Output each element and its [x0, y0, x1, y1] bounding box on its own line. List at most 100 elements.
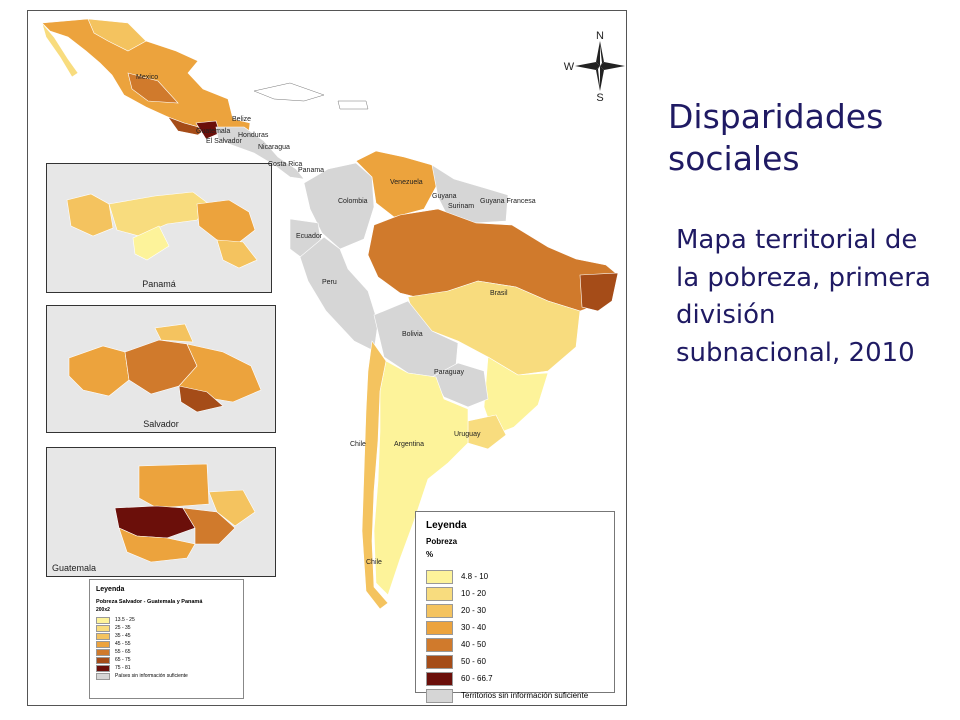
label-surinam: Surinam: [448, 203, 475, 210]
legend-small-label: 55 - 65: [115, 649, 131, 655]
legend-small-swatch: [96, 648, 110, 656]
hispaniola: [337, 100, 369, 110]
legend-small-title: Leyenda: [96, 586, 125, 593]
salvador-east: [178, 343, 262, 403]
legend-small-swatch: [96, 640, 110, 648]
compass-n: N: [596, 30, 604, 42]
panama-east: [196, 199, 256, 245]
label-guyana: Guyana: [432, 193, 457, 200]
legend-main-label: 4.8 - 10: [461, 572, 489, 581]
legend-small-label: 75 - 81: [115, 665, 131, 671]
legend-main-swatch: [426, 603, 453, 618]
label-uruguay: Uruguay: [454, 431, 481, 438]
inset-panama-label: Panamá: [142, 279, 176, 289]
main-map: [41, 18, 619, 610]
legend-small-item: 13.5 - 25: [96, 616, 188, 624]
label-belize: Belize: [232, 116, 252, 123]
panama-south: [132, 225, 170, 261]
legend-small-label: 35 - 45: [115, 633, 131, 639]
mexico-central: [127, 72, 179, 104]
baja-california: [41, 22, 79, 78]
legend-main-item: Territorios sin información suficiente: [426, 687, 588, 704]
compass-s: S: [596, 92, 603, 103]
legend-main-label: Territorios sin información suficiente: [461, 691, 589, 700]
label-chile: Chile: [350, 441, 366, 448]
legend-small-item: Países sin información suficiente: [96, 672, 188, 680]
chile-region: [361, 340, 389, 610]
legend-main-label: 60 - 66.7: [461, 674, 493, 683]
legend-main-swatch: [426, 654, 453, 669]
label-brasil: Brasil: [490, 290, 508, 297]
mexico-north: [87, 18, 147, 52]
legend-small-swatch: [96, 616, 110, 624]
guyanas-region: [431, 164, 509, 224]
guatemala-south: [118, 527, 196, 563]
legend-small-label: Países sin información suficiente: [115, 673, 188, 679]
legend-main-swatch: [426, 637, 453, 652]
argentina-region: [373, 360, 469, 596]
legend-main-label: 40 - 50: [461, 640, 486, 649]
legend-main-item: 30 - 40: [426, 619, 588, 636]
legend-main-swatch: [426, 620, 453, 635]
inset-panama-map: [66, 191, 258, 269]
legend-main-swatch: [426, 586, 453, 601]
compass-w: W: [564, 61, 575, 73]
inset-salvador-label: Salvador: [143, 419, 179, 429]
label-guyana-francesa: Guyana Francesa: [480, 198, 536, 205]
legend-main-item: 50 - 60: [426, 653, 588, 670]
compass-rose-icon: N S W E: [564, 30, 625, 103]
page-subtitle: Mapa territorial de la pobreza, primera …: [676, 225, 931, 368]
label-honduras: Honduras: [238, 132, 269, 139]
inset-salvador: Salvador: [46, 305, 276, 433]
inset-guatemala-label: Guatemala: [52, 563, 97, 573]
salvador-south: [178, 385, 224, 413]
brazil-northeast: [579, 272, 619, 312]
label-venezuela: Venezuela: [390, 179, 423, 186]
legend-main-swatch: [426, 688, 453, 703]
label-panama: Panama: [298, 167, 325, 174]
legend-small-label: 13.5 - 25: [115, 617, 135, 623]
legend-small-swatch: [96, 664, 110, 672]
peru-region: [299, 236, 379, 352]
legend-main-label: 30 - 40: [461, 623, 486, 632]
label-nicaragua: Nicaragua: [258, 144, 290, 151]
inset-guatemala: Guatemala: [46, 447, 276, 577]
legend-main-label: 10 - 20: [461, 589, 486, 598]
legend-small-label: 25 - 35: [115, 625, 131, 631]
label-paraguay: Paraguay: [434, 369, 464, 376]
legend-main-unit: %: [426, 550, 434, 559]
legend-main-label: 50 - 60: [461, 657, 486, 666]
legend-main-label: 20 - 30: [461, 606, 486, 615]
map-frame: Panamá Salvador Guatemala Mexico Belize …: [27, 10, 627, 706]
salvador-north: [154, 323, 194, 343]
label-colombia: Colombia: [338, 198, 368, 205]
guatemala-izabal: [208, 489, 256, 527]
legend-small-item: 45 - 55: [96, 640, 188, 648]
legend-small-variable: Pobreza Salvador - Guatemala y Panamá: [96, 599, 203, 605]
legend-main-item: 10 - 20: [426, 585, 588, 602]
label-ecuador: Ecuador: [296, 233, 323, 240]
label-argentina: Argentina: [394, 441, 424, 448]
label-mexico: Mexico: [136, 74, 159, 81]
legend-main-variable: Pobreza: [426, 537, 458, 546]
legend-small: Leyenda Pobreza Salvador - Guatemala y P…: [89, 579, 244, 699]
label-peru: Peru: [322, 279, 337, 286]
legend-main-rows: 4.8 - 10 10 - 20 20 - 30 30 - 40 40 - 50 50 -…: [426, 568, 588, 704]
legend-main-item: 40 - 50: [426, 636, 588, 653]
inset-salvador-map: [68, 323, 262, 413]
panama-darien: [216, 239, 258, 269]
guatemala-peten: [138, 463, 210, 509]
salvador-west: [68, 345, 130, 397]
legend-main: Leyenda Pobreza % 4.8 - 10 10 - 20 20 - 30…: [415, 511, 615, 703]
legend-small-swatch: [96, 632, 110, 640]
legend-small-item: 25 - 35: [96, 624, 188, 632]
cuba: [253, 82, 325, 102]
label-chile-south: Chile: [366, 559, 382, 566]
inset-guatemala-map: [114, 463, 256, 563]
label-el-salvador: El Salvador: [206, 138, 242, 145]
legend-small-item: 75 - 81: [96, 664, 188, 672]
venezuela-region: [355, 150, 439, 218]
panama-west: [66, 193, 114, 237]
legend-small-swatch: [96, 672, 110, 680]
page-title: Disparidades sociales: [668, 97, 884, 178]
